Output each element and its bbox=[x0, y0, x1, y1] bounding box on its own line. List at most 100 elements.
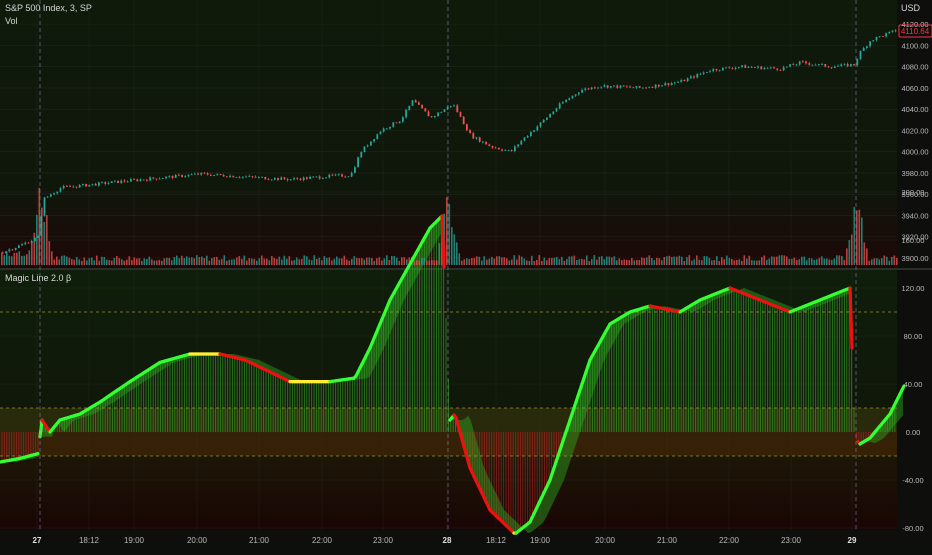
candle-body bbox=[690, 76, 692, 78]
volume-bar bbox=[564, 261, 566, 265]
volume-bar bbox=[714, 260, 716, 265]
volume-bar bbox=[31, 241, 33, 265]
candle-body bbox=[200, 173, 202, 175]
volume-bar bbox=[754, 261, 756, 265]
volume-bar bbox=[621, 260, 623, 265]
candle-body bbox=[456, 105, 458, 112]
candle-body bbox=[373, 139, 375, 141]
volume-bar bbox=[299, 259, 301, 265]
volume-bar bbox=[849, 240, 851, 265]
candle-body bbox=[5, 251, 7, 253]
candle-body bbox=[88, 185, 90, 187]
candle-body bbox=[728, 67, 730, 68]
volume-bar bbox=[251, 259, 253, 265]
volume-bar bbox=[139, 258, 141, 265]
volume-bar bbox=[669, 256, 671, 265]
volume-bar bbox=[239, 256, 241, 265]
candle-body bbox=[834, 67, 836, 68]
symbol-title[interactable]: S&P 500 Index, 3, SP bbox=[5, 3, 92, 13]
volume-bar bbox=[329, 257, 331, 265]
candle-body bbox=[66, 186, 68, 187]
candle-body bbox=[476, 137, 478, 138]
candle-body bbox=[524, 137, 526, 140]
candle-body bbox=[700, 74, 702, 75]
volume-bar bbox=[469, 259, 471, 265]
volume-bar bbox=[386, 255, 388, 265]
candle-body bbox=[856, 59, 858, 65]
candle-body bbox=[520, 141, 522, 145]
volume-bar bbox=[846, 248, 848, 265]
candle-body bbox=[658, 85, 660, 87]
candle-body bbox=[645, 88, 647, 89]
volume-legend[interactable]: Vol bbox=[5, 16, 18, 26]
candle-body bbox=[159, 179, 161, 180]
volume-bar bbox=[384, 258, 386, 265]
volume-bar bbox=[359, 258, 361, 265]
volume-bar bbox=[261, 256, 263, 265]
volume-bar bbox=[486, 260, 488, 265]
volume-bar bbox=[174, 257, 176, 265]
volume-bar bbox=[636, 260, 638, 265]
candle-body bbox=[226, 176, 228, 177]
volume-bar bbox=[536, 260, 538, 265]
volume-bar bbox=[666, 256, 668, 265]
candle-body bbox=[674, 83, 676, 84]
candle-body bbox=[223, 175, 225, 177]
volume-bar bbox=[601, 256, 603, 265]
magic-line-segment bbox=[850, 288, 852, 348]
volume-bar bbox=[689, 255, 691, 265]
candle-body bbox=[357, 157, 359, 167]
indicator-tick-label: 80.00 bbox=[904, 332, 923, 341]
volume-bar bbox=[756, 261, 758, 265]
candle-body bbox=[344, 177, 346, 178]
volume-bar bbox=[51, 251, 53, 265]
volume-bar bbox=[679, 256, 681, 265]
volume-bar bbox=[606, 256, 608, 265]
candle-body bbox=[818, 64, 820, 65]
volume-bar bbox=[429, 261, 431, 265]
price-tick-label: 4020.00 bbox=[901, 126, 928, 135]
candle-body bbox=[623, 85, 625, 86]
candle-body bbox=[424, 108, 426, 111]
volume-bar bbox=[109, 260, 111, 265]
candle-body bbox=[168, 176, 170, 177]
volume-bar bbox=[709, 258, 711, 265]
candle-body bbox=[117, 181, 119, 183]
candle-body bbox=[392, 122, 394, 127]
candle-body bbox=[376, 134, 378, 139]
volume-bar bbox=[664, 257, 666, 265]
candle-body bbox=[152, 177, 154, 178]
candle-body bbox=[98, 182, 100, 185]
candle-body bbox=[450, 106, 452, 107]
candle-body bbox=[322, 178, 324, 179]
volume-bar bbox=[784, 255, 786, 265]
candle-body bbox=[703, 73, 705, 74]
volume-bar bbox=[824, 259, 826, 265]
currency-label: USD bbox=[901, 3, 920, 13]
candle-body bbox=[546, 118, 548, 120]
time-tick-label: 18:12 bbox=[486, 536, 507, 545]
volume-bar bbox=[581, 259, 583, 265]
volume-bar bbox=[404, 257, 406, 265]
candle-body bbox=[607, 85, 609, 87]
volume-bar bbox=[394, 256, 396, 265]
indicator-title[interactable]: Magic Line 2.0 β bbox=[5, 273, 71, 283]
candle-body bbox=[527, 136, 529, 137]
candle-body bbox=[613, 85, 615, 86]
candle-body bbox=[514, 146, 516, 151]
volume-bar bbox=[4, 255, 6, 265]
volume-bar bbox=[156, 261, 158, 265]
volume-bar bbox=[326, 258, 328, 265]
volume-bar bbox=[561, 257, 563, 265]
candle-body bbox=[264, 177, 266, 179]
candle-body bbox=[821, 64, 823, 65]
candle-body bbox=[684, 80, 686, 81]
candle-body bbox=[181, 175, 183, 177]
volume-bar bbox=[506, 258, 508, 265]
indicator-tick-label: -40.00 bbox=[902, 476, 923, 485]
volume-bar bbox=[349, 261, 351, 265]
candle-body bbox=[492, 146, 494, 148]
candle-body bbox=[284, 177, 286, 179]
